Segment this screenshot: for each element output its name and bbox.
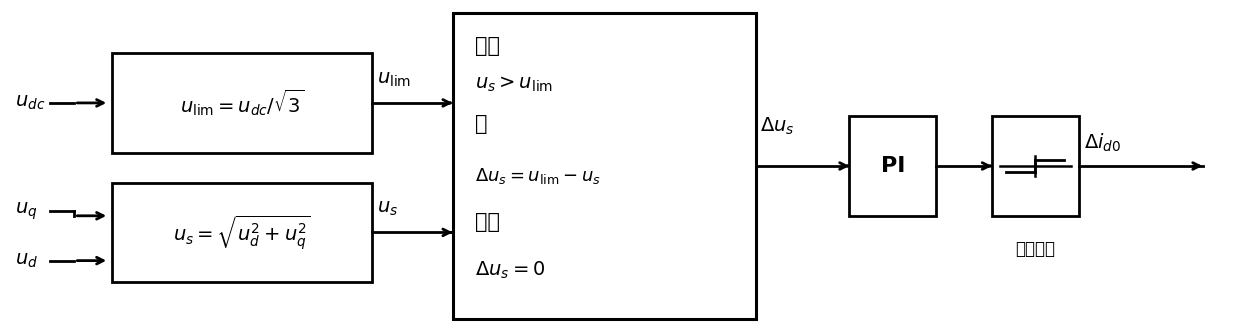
Text: $\Delta i_{d0}$: $\Delta i_{d0}$ [1084,131,1121,154]
Text: $u_{\mathrm{lim}}=u_{dc}/\sqrt{3}$: $u_{\mathrm{lim}}=u_{dc}/\sqrt{3}$ [180,88,304,118]
Text: $u_s=\sqrt{u_d^2+u_q^2}$: $u_s=\sqrt{u_d^2+u_q^2}$ [172,213,311,252]
Bar [112,183,372,282]
Text: 否则: 否则 [475,212,500,232]
Bar [112,53,372,153]
Text: 积分限幅: 积分限幅 [1016,240,1055,258]
Text: $\Delta u_s=0$: $\Delta u_s=0$ [475,260,546,281]
Text: $\Delta u_s$: $\Delta u_s$ [760,116,795,137]
Bar [992,116,1079,216]
Text: $u_{dc}$: $u_{dc}$ [15,94,45,112]
Text: $u_s$: $u_s$ [377,200,398,218]
Text: $u_s>u_{\mathrm{lim}}$: $u_s>u_{\mathrm{lim}}$ [475,75,553,94]
Text: PI: PI [880,156,905,176]
Text: $u_q$: $u_q$ [15,200,37,221]
Text: 则: 则 [475,115,487,134]
Text: $u_{\mathrm{lim}}$: $u_{\mathrm{lim}}$ [377,70,412,89]
Bar [849,116,936,216]
Text: $u_d$: $u_d$ [15,251,38,270]
Text: $\Delta u_s=u_{\mathrm{lim}}-u_s$: $\Delta u_s=u_{\mathrm{lim}}-u_s$ [475,166,601,186]
Text: 如果: 如果 [475,37,500,56]
Bar [453,13,756,319]
